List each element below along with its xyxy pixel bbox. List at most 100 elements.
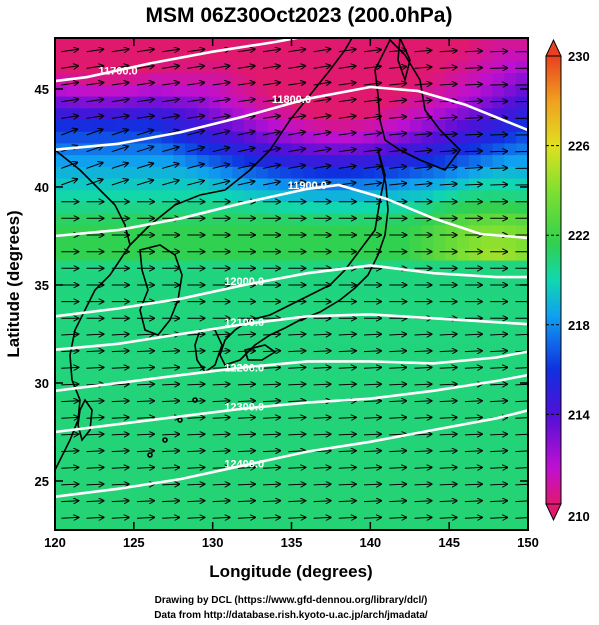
wind-arrow xyxy=(313,467,331,468)
field-cell xyxy=(326,342,340,355)
field-cell xyxy=(102,38,115,51)
field-cell xyxy=(303,143,316,156)
field-cell xyxy=(208,424,222,437)
wind-arrow xyxy=(363,150,381,152)
field-cell xyxy=(196,448,210,461)
field-cell xyxy=(244,120,257,133)
wind-arrow xyxy=(86,434,104,435)
wind-arrow xyxy=(162,451,179,452)
field-cell xyxy=(173,38,186,51)
field-cell xyxy=(362,319,375,332)
wind-arrow xyxy=(439,384,457,385)
contour-label: 12100.0 xyxy=(224,317,264,329)
field-cell xyxy=(468,73,482,86)
field-cell xyxy=(291,471,304,484)
field-cell xyxy=(409,190,423,203)
field-cell xyxy=(244,49,257,63)
field-cell xyxy=(78,494,92,508)
field-cell xyxy=(161,237,174,250)
field-cell xyxy=(137,366,151,379)
field-cell xyxy=(161,155,174,168)
field-cell xyxy=(362,49,375,63)
field-cell xyxy=(102,49,115,63)
field-cell xyxy=(208,307,222,320)
wind-arrow xyxy=(187,147,204,153)
field-cell xyxy=(374,38,387,51)
wind-arrow xyxy=(288,49,305,52)
field-cell xyxy=(409,506,423,519)
field-cell xyxy=(291,330,304,344)
field-cell xyxy=(362,506,375,519)
field-cell xyxy=(114,131,127,145)
field-cell xyxy=(433,143,446,156)
field-cell xyxy=(445,248,458,262)
wind-arrow xyxy=(162,66,179,69)
field-cell xyxy=(303,131,316,145)
wind-arrow xyxy=(414,451,432,452)
field-cell xyxy=(445,84,458,98)
field-cell xyxy=(362,237,375,250)
wind-arrow xyxy=(389,434,406,435)
field-cell xyxy=(173,61,186,74)
field-cell xyxy=(326,412,340,426)
wind-arrow xyxy=(136,351,154,352)
field-cell xyxy=(480,166,494,180)
field-cell xyxy=(350,166,364,180)
wind-arrow xyxy=(288,484,305,485)
field-cell xyxy=(386,166,399,180)
field-cell xyxy=(409,143,423,156)
field-cell xyxy=(90,459,103,473)
field-cell xyxy=(457,506,470,519)
colorbar-bottom-triangle xyxy=(545,503,562,522)
field-cell xyxy=(66,190,80,203)
field-cell xyxy=(256,61,269,74)
field-cell xyxy=(374,401,387,414)
field-cell xyxy=(232,436,245,449)
field-cell xyxy=(137,459,151,473)
wind-arrow xyxy=(111,163,128,169)
field-cell xyxy=(468,143,482,156)
field-cell xyxy=(173,401,186,414)
field-cell xyxy=(137,412,151,426)
wind-arrow xyxy=(338,501,356,502)
field-cell xyxy=(256,366,269,379)
field-cell xyxy=(232,506,245,519)
field-cell xyxy=(504,213,517,227)
wind-arrow xyxy=(212,484,230,485)
wind-arrow xyxy=(212,99,230,102)
field-cell xyxy=(78,518,92,530)
wind-arrow xyxy=(313,149,331,152)
field-cell xyxy=(196,225,210,238)
field-cell xyxy=(504,330,517,344)
wind-arrow xyxy=(288,384,305,385)
field-cell xyxy=(125,178,139,191)
wind-arrow xyxy=(212,367,230,368)
field-cell xyxy=(457,166,470,180)
field-cell xyxy=(303,190,316,203)
field-cell xyxy=(256,412,269,426)
wind-arrow xyxy=(389,351,406,352)
field-cell xyxy=(492,166,505,180)
wind-arrow xyxy=(389,367,406,368)
field-cell xyxy=(279,494,293,508)
field-cell xyxy=(326,131,340,145)
contour-line xyxy=(55,409,528,498)
field-cell xyxy=(185,354,198,367)
wind-arrow xyxy=(86,49,104,52)
field-cell xyxy=(267,202,281,215)
wind-arrow xyxy=(237,467,255,468)
wind-arrow xyxy=(263,517,280,518)
field-cell xyxy=(220,424,233,437)
field-cell xyxy=(386,237,399,250)
field-cell xyxy=(185,38,198,51)
wind-arrow xyxy=(363,166,381,168)
field-cell xyxy=(338,272,352,285)
field-cell xyxy=(102,389,115,402)
wind-arrow xyxy=(162,501,179,502)
field-cell xyxy=(244,471,257,484)
field-cell xyxy=(504,518,517,530)
wind-arrow xyxy=(490,334,507,335)
field-cell xyxy=(504,424,517,437)
field-cell xyxy=(220,471,233,484)
